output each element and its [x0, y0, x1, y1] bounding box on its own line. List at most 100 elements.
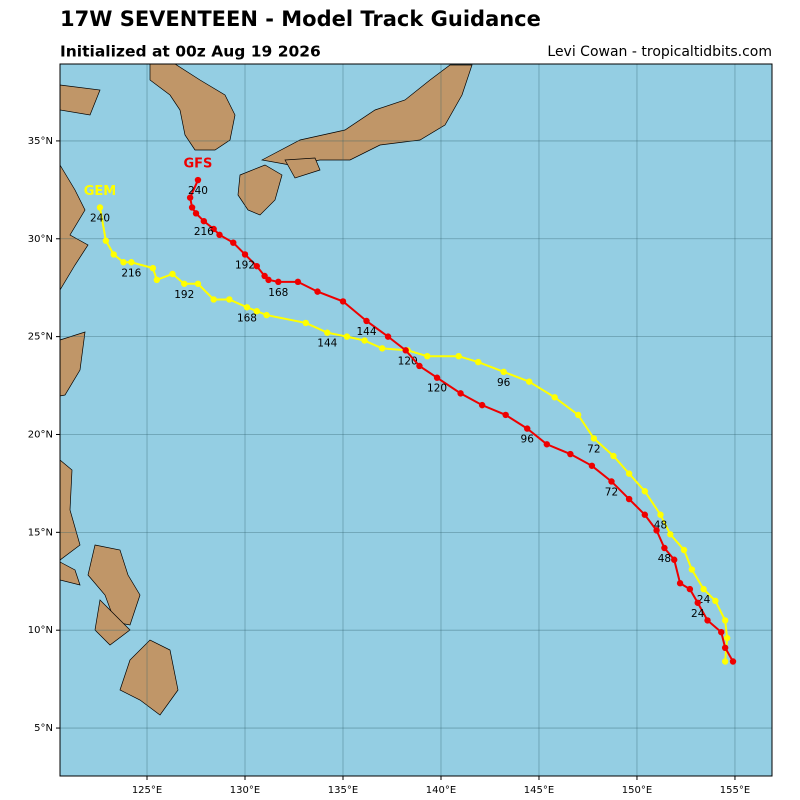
track-point [671, 556, 678, 563]
y-tick-label: 10°N [28, 625, 53, 636]
y-tick-label: 20°N [28, 429, 53, 440]
track-point [721, 644, 729, 652]
track-point [102, 237, 110, 244]
ocean [60, 64, 772, 776]
track-point [712, 597, 719, 605]
track-point [188, 204, 196, 211]
model-name: GEM [84, 184, 117, 199]
track-point [261, 272, 268, 280]
x-tick-label: 140°E [426, 785, 456, 796]
track-point [302, 319, 309, 327]
y-tick-label: 15°N [28, 527, 53, 538]
grid [60, 64, 772, 776]
model-name: GFS [184, 157, 213, 172]
hour-label: 120 [427, 383, 447, 395]
land [59, 63, 473, 716]
hour-label: 96 [521, 434, 535, 446]
track-point [543, 441, 551, 448]
x-tick-label: 125°E [132, 785, 162, 796]
x-tick-label: 155°E [720, 785, 750, 796]
track-point [704, 617, 711, 624]
track-point [120, 259, 127, 266]
track-point [153, 276, 161, 284]
track-point [590, 435, 598, 442]
hour-label: 24 [691, 608, 705, 620]
track-point [416, 362, 423, 370]
track-point [718, 628, 725, 636]
track-point [657, 511, 664, 518]
chart-title: 17W SEVENTEEN - Model Track Guidance [60, 7, 541, 31]
track-point [721, 658, 729, 665]
track-point [608, 478, 615, 485]
track-point [641, 488, 649, 495]
hour-label: 192 [235, 259, 255, 271]
track-point [661, 544, 668, 552]
track-point [500, 368, 507, 376]
hour-label: 144 [317, 338, 337, 350]
track-point [641, 511, 649, 518]
track-point [653, 527, 660, 534]
track-point [343, 333, 351, 340]
track-point [625, 495, 633, 503]
hour-label: 48 [658, 553, 671, 565]
track-point [181, 280, 188, 287]
track-point [294, 278, 302, 286]
y-tick-label: 25°N [28, 332, 53, 343]
track-point [680, 546, 688, 554]
hour-label: 168 [268, 287, 288, 299]
track-point [230, 239, 237, 246]
track-point [243, 304, 251, 311]
track-point [551, 394, 558, 401]
hour-label: 216 [194, 226, 214, 238]
y-tick-label: 5°N [34, 723, 53, 734]
track-point [676, 580, 684, 587]
track-point [263, 311, 270, 319]
track-point [625, 470, 633, 477]
track-point [226, 296, 233, 303]
track-point [253, 262, 260, 270]
track-point [216, 231, 223, 239]
track-point [688, 566, 696, 573]
track-point [96, 204, 104, 211]
track-point [265, 276, 272, 284]
track-point [502, 411, 509, 419]
hour-label: 72 [605, 486, 618, 498]
track-point [567, 450, 574, 458]
track-point [402, 347, 409, 354]
hour-label: 96 [497, 377, 511, 389]
track-point [194, 176, 202, 184]
frame [59, 63, 773, 777]
track-point [169, 270, 176, 278]
track-point [339, 298, 347, 305]
x-tick-label: 145°E [524, 785, 554, 796]
x-tick-label: 130°E [230, 785, 260, 796]
track-point [194, 280, 202, 287]
hour-label: 192 [174, 289, 194, 301]
track-point [723, 634, 731, 642]
track-point [588, 462, 596, 469]
track-point [433, 374, 441, 381]
track-point [128, 259, 135, 266]
track-point [700, 585, 707, 593]
track-point [694, 599, 701, 606]
track-point [524, 425, 531, 432]
chart-subtitle: Initialized at 00z Aug 19 2026 [60, 43, 321, 61]
track-point [110, 251, 117, 258]
track-point [721, 617, 729, 624]
hour-label: 216 [121, 267, 141, 279]
y-tick-label: 30°N [28, 234, 53, 245]
hour-label: 240 [90, 212, 110, 224]
track-point [210, 225, 217, 233]
hour-label: 72 [587, 443, 600, 455]
track-point [363, 317, 370, 325]
track-point [378, 345, 386, 352]
tracks: 24487296120144168192216240GEM24487296120… [84, 157, 737, 665]
track-point [275, 278, 282, 286]
track-point [384, 333, 392, 340]
y-tick-label: 35°N [28, 136, 53, 147]
track-point [324, 329, 331, 336]
credit: Levi Cowan - tropicaltidbits.com [547, 44, 772, 60]
track-point [253, 307, 260, 315]
